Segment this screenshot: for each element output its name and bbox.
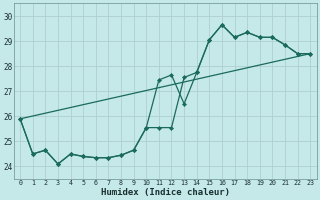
X-axis label: Humidex (Indice chaleur): Humidex (Indice chaleur)	[101, 188, 230, 197]
